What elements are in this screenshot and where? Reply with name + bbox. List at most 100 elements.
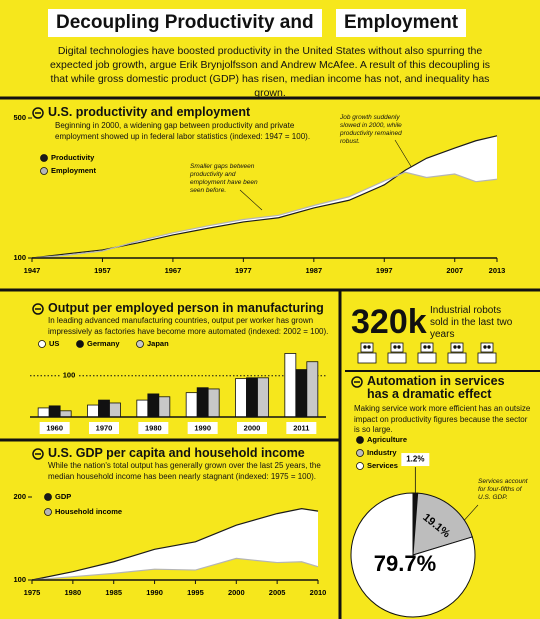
category-box xyxy=(187,422,218,434)
x-tick-label: 2011 xyxy=(293,423,309,432)
chart-subtitle: In leading advanced manufacturing countr… xyxy=(48,316,329,336)
bar xyxy=(98,399,110,418)
bar xyxy=(59,410,72,418)
label-box xyxy=(401,453,430,467)
x-tick-label: 1987 xyxy=(305,266,322,275)
legend-marker xyxy=(40,167,48,175)
chart-title: U.S. GDP per capita and household income xyxy=(48,446,305,460)
x-tick-label: 1980 xyxy=(145,423,162,432)
x-tick-label: 2013 xyxy=(489,266,506,275)
x-tick-label: 2007 xyxy=(446,266,463,275)
bar xyxy=(158,396,171,418)
x-tick-label: 1980 xyxy=(65,588,82,597)
data-label: 1.2% xyxy=(406,455,424,464)
annotation: Services account for four-fifths of U.S.… xyxy=(478,478,528,501)
x-tick-label: 1977 xyxy=(235,266,252,275)
chart-title: Output per employed person in manufactur… xyxy=(48,301,324,315)
bar xyxy=(257,377,269,418)
bar xyxy=(196,387,209,418)
x-tick-label: 1995 xyxy=(187,588,204,597)
x-tick-label: 1985 xyxy=(105,588,122,597)
category-box xyxy=(286,422,317,434)
bar xyxy=(295,369,308,418)
chart-title: Automation in services has a dramatic ef… xyxy=(367,374,505,401)
x-tick-label: 2000 xyxy=(244,423,261,432)
legend-marker xyxy=(38,340,46,348)
x-tick-label: 1967 xyxy=(165,266,182,275)
title-part: Decoupling Productivity and xyxy=(48,9,322,37)
category-box xyxy=(237,422,267,434)
legend-marker xyxy=(76,340,84,348)
legend-label: Services xyxy=(367,461,398,470)
series-line xyxy=(31,171,498,259)
x-tick-label: 1990 xyxy=(146,588,163,597)
reference-label-bg xyxy=(60,370,78,381)
x-tick-label: 1990 xyxy=(194,423,211,432)
chart-title: U.S. productivity and employment xyxy=(48,105,251,119)
y-tick-label: 100 xyxy=(13,575,26,584)
legend-label: Industry xyxy=(367,448,397,457)
x-tick-label: 1960 xyxy=(46,423,63,432)
reference-label: 100 xyxy=(63,371,76,380)
x-tick-label: 1975 xyxy=(24,588,41,597)
legend-label: GDP xyxy=(55,492,71,501)
y-tick-label: 500 xyxy=(13,113,26,122)
gap-area xyxy=(32,135,497,258)
legend-marker xyxy=(44,508,52,516)
bar xyxy=(246,377,258,418)
robots-text: Industrial robots sold in the last two y… xyxy=(430,305,513,340)
x-tick-label: 2000 xyxy=(228,588,245,597)
category-box xyxy=(39,422,70,434)
pie-slice xyxy=(350,492,476,618)
x-tick-label: 2010 xyxy=(310,588,327,597)
x-tick-label: 1947 xyxy=(24,266,41,275)
intro: Digital technologies have boosted produc… xyxy=(49,45,491,99)
category-box xyxy=(89,422,119,434)
bar xyxy=(284,353,297,418)
legend-label: Household income xyxy=(55,507,122,516)
robot-icons xyxy=(357,342,497,364)
bar xyxy=(235,378,247,418)
legend-label: Germany xyxy=(87,339,120,348)
bar xyxy=(109,402,121,418)
x-tick-label: 1970 xyxy=(96,423,113,432)
legend-label: Japan xyxy=(147,339,169,348)
bar xyxy=(306,361,319,418)
data-label: 79.7% xyxy=(374,551,436,576)
legend-label: US xyxy=(49,339,59,348)
x-tick-label: 1997 xyxy=(376,266,393,275)
series-line xyxy=(31,135,498,259)
gap-area xyxy=(32,508,318,580)
legend-marker xyxy=(136,340,144,348)
annotation: Job growth suddenly slowed in 2000, whil… xyxy=(340,114,402,145)
legend-marker xyxy=(44,493,52,501)
bar xyxy=(87,404,99,418)
pie-slice xyxy=(412,492,473,556)
bar xyxy=(37,407,50,418)
chart-subtitle: Making service work more efficient has a… xyxy=(354,404,531,434)
bar xyxy=(48,405,61,418)
series-line xyxy=(31,508,319,581)
legend-marker xyxy=(40,154,48,162)
x-tick-label: 2005 xyxy=(269,588,286,597)
y-tick-label: 200 xyxy=(13,492,26,501)
y-tick-label: 100 xyxy=(13,253,26,262)
x-tick-label: 1957 xyxy=(94,266,111,275)
legend-marker xyxy=(356,449,364,457)
legend-marker xyxy=(356,462,364,470)
chart-subtitle: Beginning in 2000, a widening gap betwee… xyxy=(55,121,311,141)
legend-label: Productivity xyxy=(51,153,95,162)
annotation: Smaller gaps between productivity and em… xyxy=(190,163,258,194)
bar xyxy=(147,393,160,418)
chart-subtitle: While the nation's total output has gene… xyxy=(48,461,321,481)
section-icons xyxy=(32,107,363,460)
bar xyxy=(207,388,220,418)
legend-label: Agriculture xyxy=(367,435,407,444)
legend-marker xyxy=(356,436,364,444)
robots-figure: 320k xyxy=(351,303,427,341)
bar xyxy=(185,392,198,418)
category-box xyxy=(138,422,169,434)
legend-label: Employment xyxy=(51,166,97,175)
